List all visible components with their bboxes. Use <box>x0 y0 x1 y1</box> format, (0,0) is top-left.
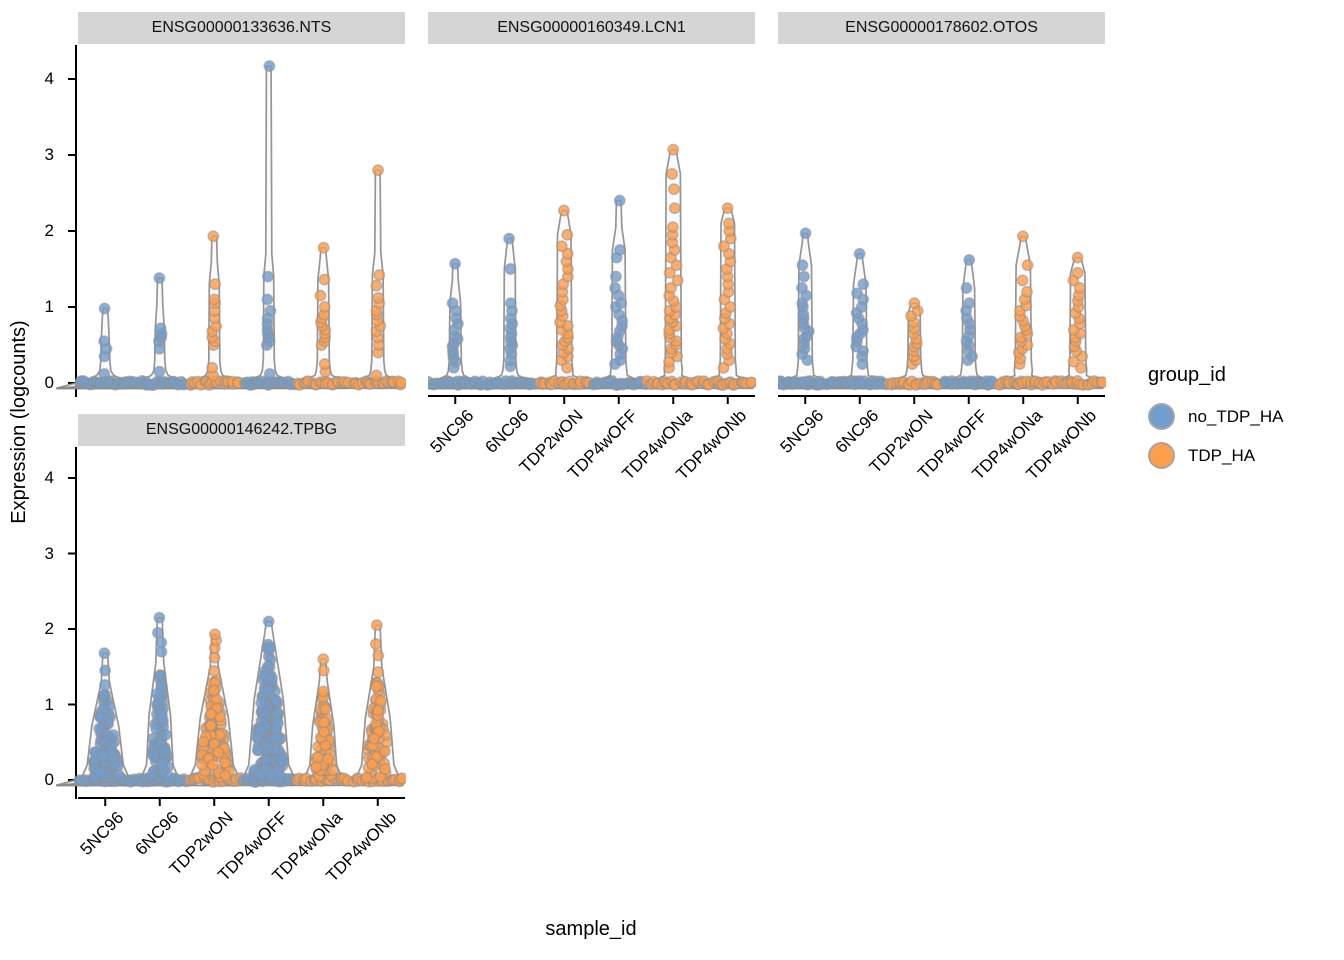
violin-outline-TDP4wONb <box>778 256 1104 390</box>
y-tick-label: 0 <box>44 770 54 789</box>
y-tick-label: 3 <box>44 543 54 563</box>
violin-points-TDP2wON <box>883 297 944 391</box>
legend-title: group_id <box>1148 364 1226 386</box>
legend-item-label: no_TDP_HA <box>1188 406 1284 426</box>
legend: group_id no_TDP_HA TDP_HA <box>1148 364 1283 481</box>
x-tick-label: 5NC96 <box>426 406 478 457</box>
violin-points-6NC96 <box>128 611 193 788</box>
violin-points-6NC96 <box>826 247 892 391</box>
y-tick-label: 4 <box>44 468 54 487</box>
violin-points-TDP4wONb <box>1046 251 1106 391</box>
y-axis-title: Expression (logcounts) <box>8 320 30 524</box>
legend-item-no-tdp-ha: no_TDP_HA <box>1148 403 1283 430</box>
x-axis-title: sample_id <box>545 918 637 940</box>
violin-points-5NC96 <box>73 647 137 788</box>
violin-outline-6NC96 <box>778 252 886 390</box>
violin-points-TDP4wONa <box>291 653 354 788</box>
violin-points-TDP4wONa <box>640 143 705 391</box>
violin-points-6NC96 <box>126 272 190 391</box>
y-tick-label: 1 <box>44 694 54 714</box>
violin-points-TDP4wONa <box>993 230 1054 391</box>
violin-points-TDP4wONb <box>347 619 406 788</box>
facet-panel-tpbg <box>56 447 406 806</box>
legend-key-circle-blue <box>1148 403 1175 430</box>
violin-points-5NC96 <box>778 227 838 391</box>
legend-item-tdp-ha: TDP_HA <box>1148 442 1283 469</box>
y-tick-label: 0 <box>44 373 54 392</box>
facet-strip-tpbg: ENSG00000146242.TPBG <box>78 414 405 446</box>
violin-points-6NC96 <box>476 232 541 391</box>
y-tick-label: 4 <box>44 69 54 88</box>
violin-points-TDP4wOFF <box>239 60 302 391</box>
x-tick-label: 6NC96 <box>481 406 533 457</box>
y-tick-label: 3 <box>44 145 54 164</box>
facet-panel-otos <box>778 227 1106 404</box>
violin-points-TDP4wONb <box>348 164 406 391</box>
x-tick-label: 6NC96 <box>831 406 883 457</box>
violin-points-TDP4wONb <box>697 202 756 391</box>
x-tick-label: 5NC96 <box>776 406 828 457</box>
facet-panel-nts <box>56 45 406 397</box>
legend-item-label: TDP_HA <box>1188 445 1256 465</box>
y-tick-label: 1 <box>44 297 54 316</box>
x-tick-label: 6NC96 <box>131 808 183 859</box>
violin-outline-TDP4wOFF <box>56 65 295 390</box>
violin-points-TDP2wON <box>184 230 245 391</box>
violin-points-TDP4wOFF <box>587 194 652 391</box>
violin-outline-6NC96 <box>428 237 536 390</box>
violin-points-TDP2wON <box>534 204 595 391</box>
violin-outline-TDP4wONb <box>428 207 754 390</box>
violin-points-TDP4wOFF <box>938 253 999 391</box>
y-tick-label: 2 <box>44 619 54 638</box>
violin-points-TDP2wON <box>183 628 247 788</box>
x-tick-label: 5NC96 <box>76 808 128 859</box>
y-tick-label: 2 <box>44 221 54 240</box>
violin-points-TDP4wOFF <box>237 615 302 788</box>
facet-panel-lcn1 <box>428 143 756 404</box>
violin-points-TDP4wONa <box>292 241 355 391</box>
facet-strip-nts: ENSG00000133636.NTS <box>78 12 405 44</box>
legend-key-circle-orange <box>1148 442 1175 469</box>
violin-points-5NC96 <box>428 257 487 391</box>
facet-strip-otos: ENSG00000178602.OTOS <box>778 12 1105 44</box>
facet-strip-lcn1: ENSG00000160349.LCN1 <box>428 12 755 44</box>
violin-points-5NC96 <box>74 302 136 391</box>
